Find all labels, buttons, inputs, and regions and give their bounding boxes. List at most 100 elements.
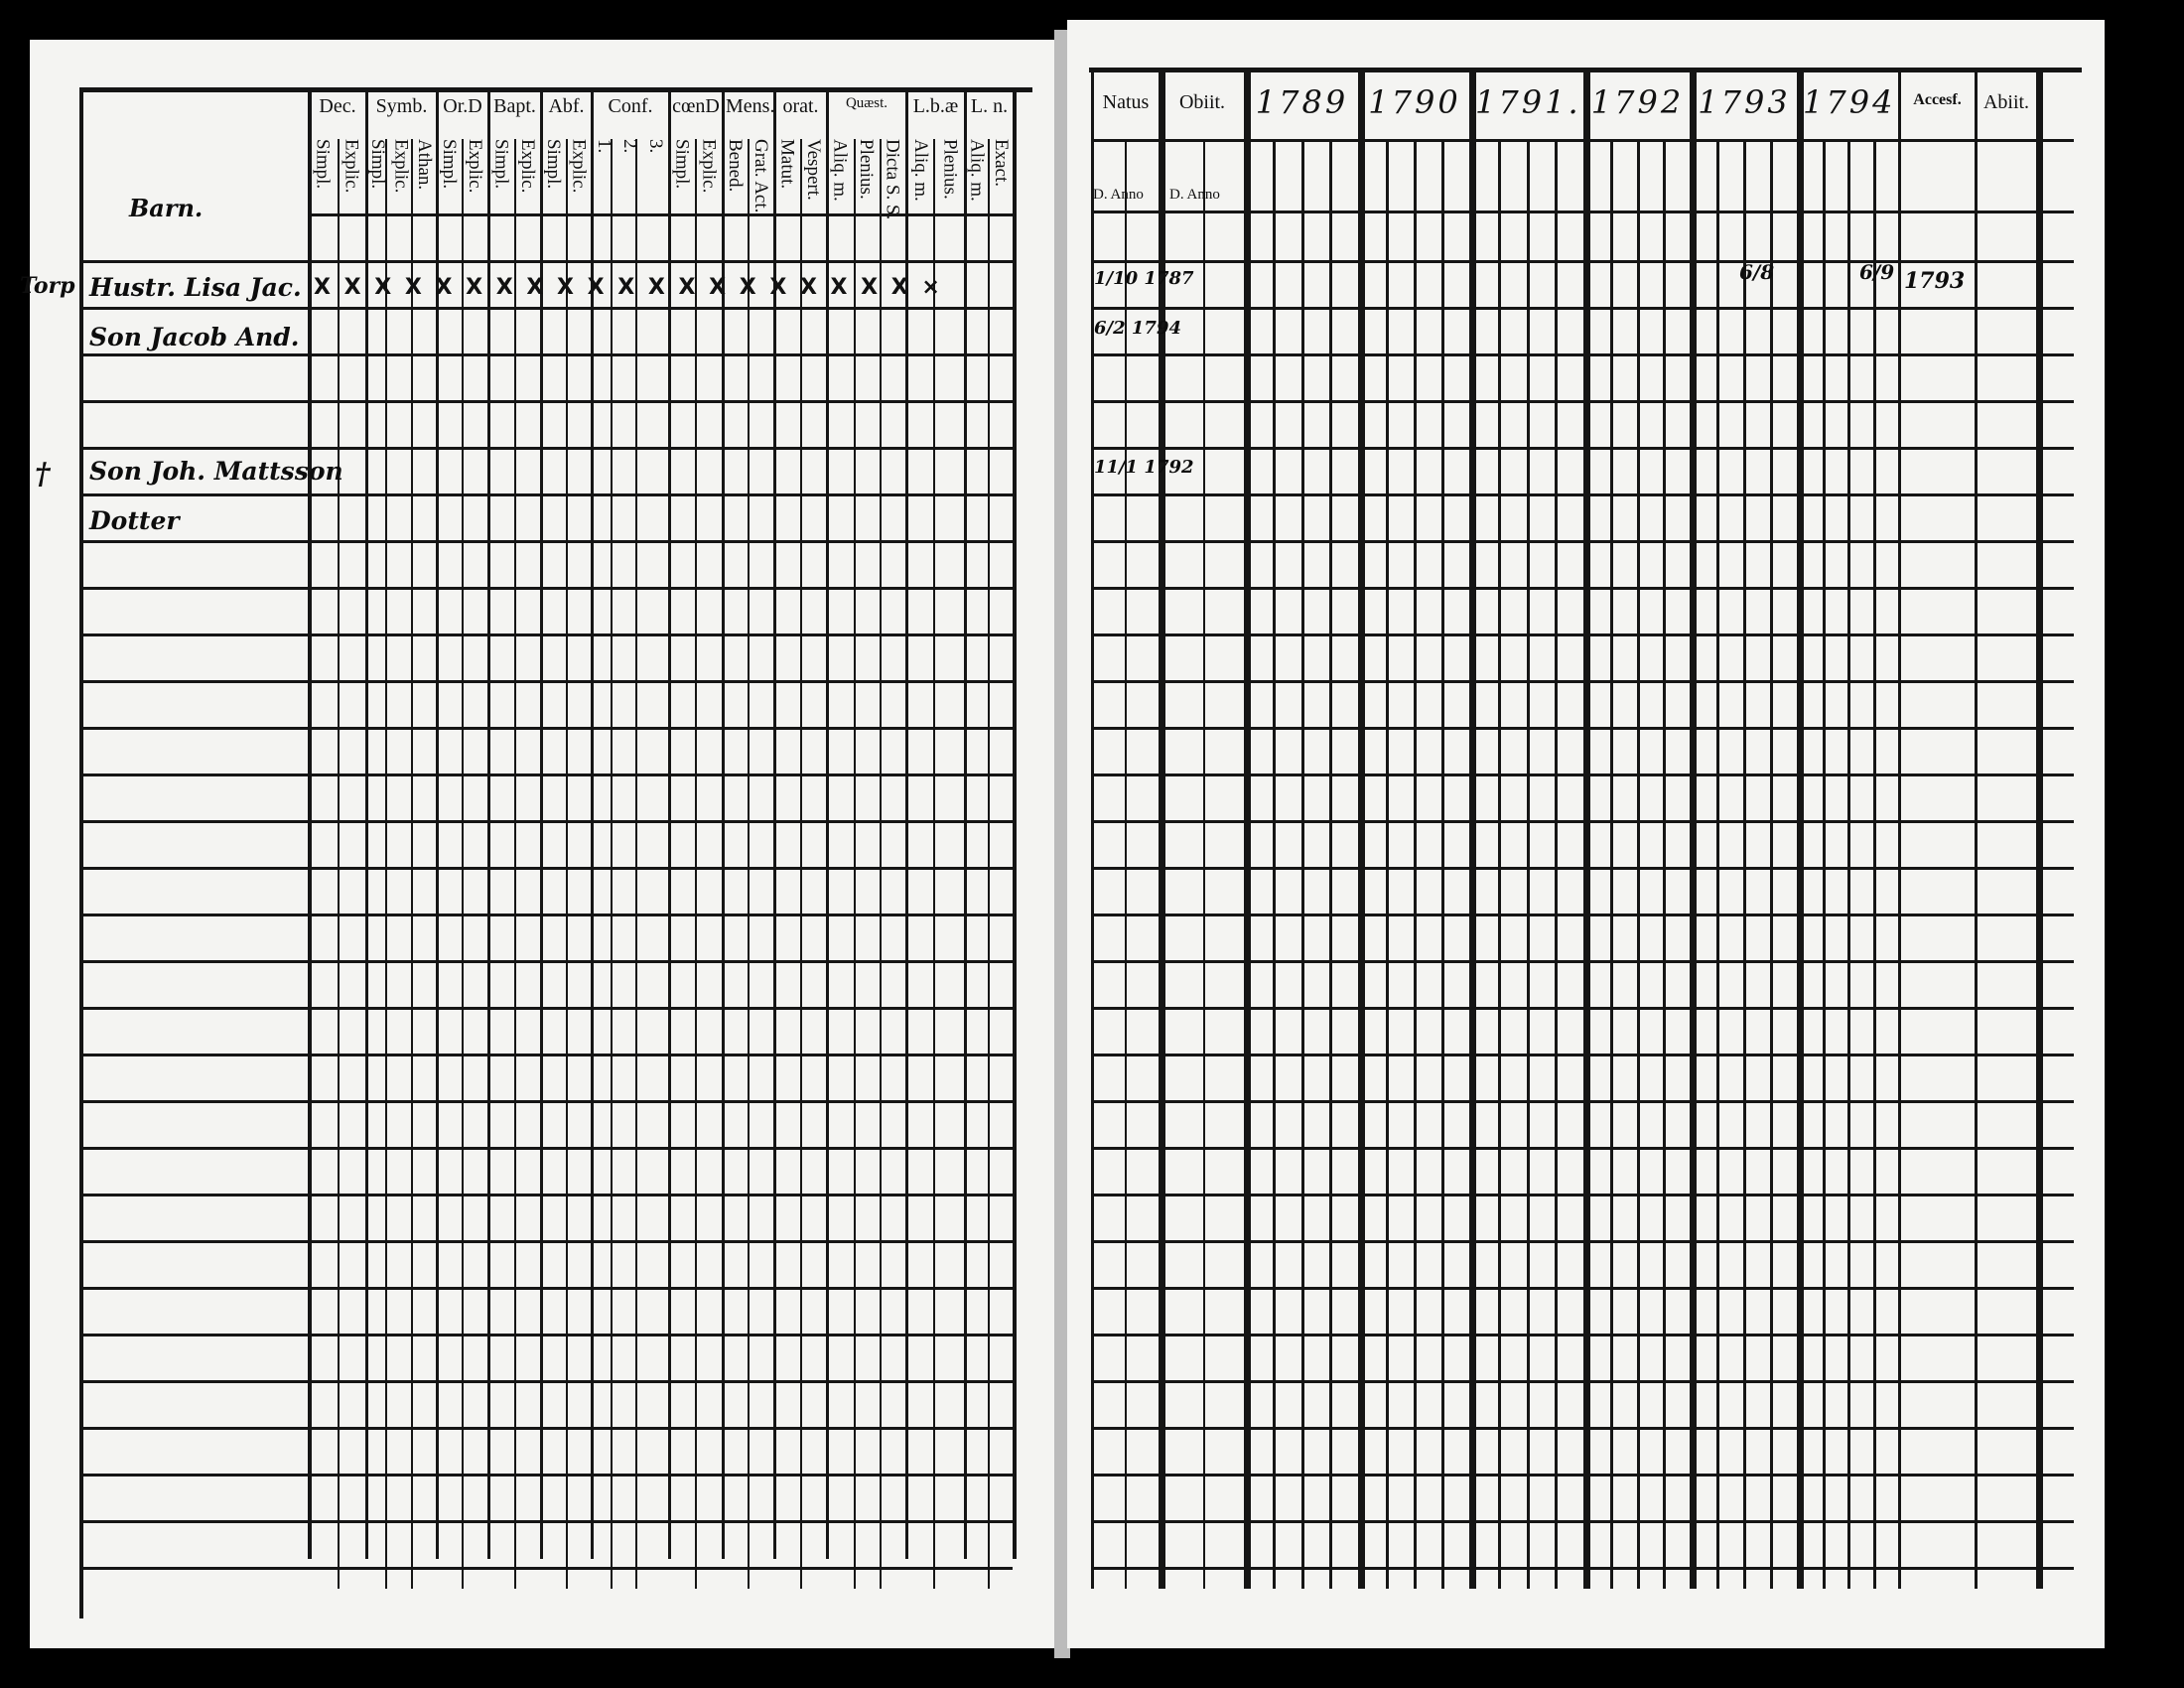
rule-line xyxy=(436,89,439,1559)
rule-line xyxy=(905,89,908,1559)
quarter-line xyxy=(1663,139,1667,1589)
sub-column-line xyxy=(695,139,697,1589)
year-header: 1789 xyxy=(1255,83,1349,121)
column-line xyxy=(1898,70,1901,1589)
rule-line xyxy=(365,89,368,1559)
row-line xyxy=(1091,587,2074,590)
accession-year: 1793 xyxy=(1904,268,1966,294)
row-line xyxy=(83,1287,1013,1290)
sub-column-header: Bened. xyxy=(725,139,746,193)
column-group-header: cœnD xyxy=(672,95,720,117)
sub-column-header: Explic. xyxy=(698,139,720,194)
row-line xyxy=(83,1427,1013,1430)
quarter-line xyxy=(1272,139,1276,1589)
column-group-header: Abf. xyxy=(548,95,585,117)
row-line xyxy=(83,1147,1013,1150)
sub-column-line xyxy=(338,139,340,1589)
row-line xyxy=(83,1380,1013,1383)
row-line xyxy=(83,1054,1013,1056)
column-header: Abiit. xyxy=(1982,91,2030,113)
left-header-top xyxy=(79,87,1032,92)
sub-column-header: Simpl. xyxy=(312,139,334,190)
sub-column-header: Explic. xyxy=(465,139,485,194)
sub-column-line xyxy=(988,139,990,1589)
year-header: 1793 xyxy=(1698,83,1791,121)
column-group-header: Quæst. xyxy=(845,95,888,111)
sub-header: D. Anno xyxy=(1093,187,1144,203)
quarter-line xyxy=(1847,139,1850,1589)
column-group-header: Bapt. xyxy=(493,95,536,117)
year-header: 1790 xyxy=(1368,83,1461,121)
row-line xyxy=(1091,1007,2074,1010)
row-line xyxy=(1091,1054,2074,1056)
sub-column-line xyxy=(514,139,516,1589)
quarter-line xyxy=(1822,139,1826,1589)
quarter-line xyxy=(1609,139,1613,1589)
sub-column-line xyxy=(566,139,568,1589)
column-group-header: orat. xyxy=(782,95,819,117)
column-line xyxy=(1091,70,1094,1589)
column-group-header: Mens. xyxy=(726,95,775,117)
row-line xyxy=(1091,820,2074,823)
row-line xyxy=(1091,727,2074,730)
sub-column-line xyxy=(880,139,882,1589)
quarter-line xyxy=(1300,139,1304,1589)
row-line xyxy=(1091,307,2074,310)
sub-column-header: Simpl. xyxy=(439,139,460,190)
row-line xyxy=(1091,633,2074,636)
entry-name: Son Jacob And. xyxy=(89,323,300,352)
row-line xyxy=(83,1520,1013,1523)
sub-column-header: Explic. xyxy=(568,139,590,194)
column-group-header: Conf. xyxy=(608,95,653,117)
sub-column-line xyxy=(854,139,856,1589)
sub-column-header: Vespert. xyxy=(802,139,824,201)
rule-line xyxy=(964,89,967,1559)
birth-date: 11/1 1792 xyxy=(1094,457,1194,478)
row-line xyxy=(83,867,1013,870)
year-header: 1794 xyxy=(1803,83,1896,121)
entry-name: Hustr. Lisa Jac. xyxy=(89,273,302,302)
rule-line xyxy=(591,89,594,1559)
row-line xyxy=(1091,447,2074,450)
row-line xyxy=(1091,680,2074,683)
row-line xyxy=(1091,1380,2074,1383)
sub-column-header: Exact. xyxy=(990,139,1012,188)
row-line xyxy=(83,1474,1013,1477)
row-line xyxy=(1091,960,2074,963)
sub-column-header: Aliq. m. xyxy=(909,139,931,202)
column-line xyxy=(1159,70,1165,1589)
row-line xyxy=(83,1334,1013,1336)
sub-column-header: Aliq. m. xyxy=(966,139,988,202)
column-line xyxy=(1358,70,1365,1589)
row-line xyxy=(83,447,1013,450)
sub-column-header: Dicta S. S. xyxy=(882,139,903,220)
sub-column-header: Grat. Act. xyxy=(751,139,771,213)
quarter-line xyxy=(1555,139,1559,1589)
row-line xyxy=(83,493,1013,496)
name-column-header: Barn. xyxy=(129,194,204,222)
column-line xyxy=(1975,70,1978,1589)
sub-column-header: Simpl. xyxy=(490,139,512,190)
year-header: 1792 xyxy=(1590,83,1685,121)
quarter-line xyxy=(1441,139,1444,1589)
quarter-line xyxy=(1636,139,1640,1589)
sub-column-line xyxy=(462,139,464,1589)
quarter-line xyxy=(1770,139,1773,1589)
rule-line xyxy=(668,89,671,1559)
catechism-marks: X X X X X X X X X X X X X X X X X X X X … xyxy=(314,275,941,300)
sub-column-header: 2. xyxy=(619,139,640,154)
row-line xyxy=(1091,1100,2074,1103)
sub-column-header: Simpl. xyxy=(366,139,388,190)
quarter-line xyxy=(1386,139,1389,1589)
birth-date: 6/2 1794 xyxy=(1094,318,1181,339)
quarter-line xyxy=(1716,139,1719,1589)
column-group-header: L.b.æ xyxy=(912,95,959,117)
column-group-header: Dec. xyxy=(319,95,356,117)
row-line xyxy=(1091,353,2074,356)
row-line xyxy=(1091,1567,2074,1570)
quarter-line xyxy=(1414,139,1417,1589)
birth-date: 1/10 1787 xyxy=(1094,268,1194,289)
sub-column-header: Simpl. xyxy=(671,139,693,190)
row-line xyxy=(83,680,1013,683)
quarter-line xyxy=(1743,139,1746,1589)
